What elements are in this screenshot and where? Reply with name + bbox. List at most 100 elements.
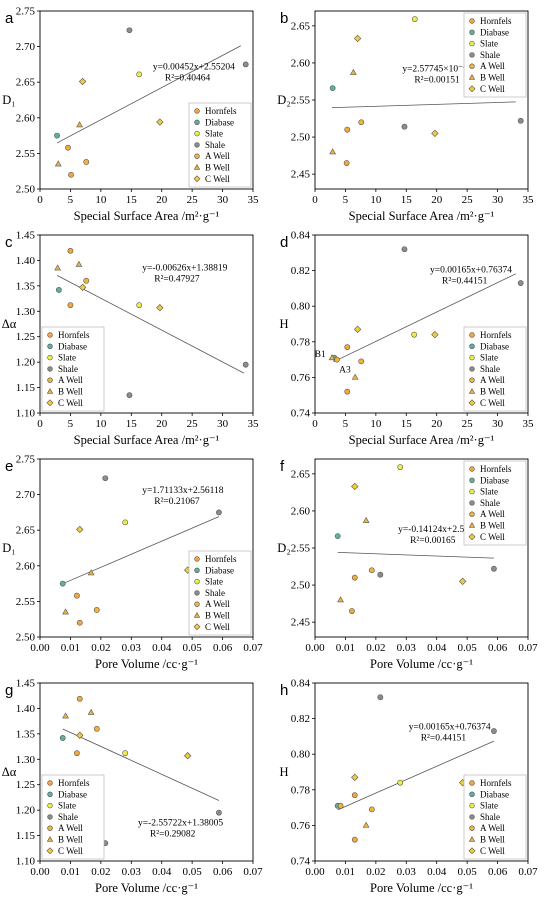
triangle-marker — [75, 260, 83, 267]
fit-line — [56, 274, 245, 374]
fit-equation: y=1.71133x+2.56118 — [142, 486, 224, 496]
x-tick-label: 10 — [95, 194, 107, 206]
x-axis-label: Pore Volume /cc·g⁻¹ — [370, 881, 473, 895]
circle-marker — [343, 160, 350, 166]
triangle-marker — [337, 596, 344, 603]
y-tick-label: 2.60 — [291, 57, 311, 69]
fit-line — [337, 740, 495, 811]
panel-letter: h — [280, 682, 288, 699]
legend-entry-label: Slate — [205, 129, 223, 139]
x-tick-label: 10 — [370, 418, 382, 430]
y-tick-label: 2.50 — [291, 132, 311, 144]
x-tick-label: 0.00 — [305, 642, 325, 654]
circle-marker — [65, 144, 71, 151]
triangle-marker — [87, 708, 95, 715]
y-tick-label: 2.50 — [16, 632, 36, 644]
plot-frame — [39, 10, 254, 190]
circle-marker — [194, 130, 200, 137]
point-annotation: B1 — [315, 350, 326, 360]
diamond-marker — [459, 577, 467, 586]
panel-g: g 0.00 0.01 0.02 0.03 0.04 0.05 0.06 0.07 1.10 1.1… — [2, 678, 263, 896]
x-tick-label: 0.01 — [336, 866, 355, 878]
circle-marker — [469, 825, 475, 831]
triangle-marker — [193, 612, 201, 618]
legend-entry-label: Diabase — [480, 789, 509, 799]
x-axis-label: Special Surface Area /m²·g⁻¹ — [349, 209, 495, 223]
circle-marker — [469, 366, 475, 372]
triangle-marker — [193, 164, 201, 170]
fit-line — [62, 516, 220, 585]
legend-entry-label: Diabase — [480, 475, 509, 485]
circle-marker — [55, 287, 62, 293]
y-tick-label: 0.80 — [291, 749, 311, 761]
circle-marker — [358, 358, 365, 365]
y-tick-label: 1.25 — [16, 331, 36, 343]
y-tick-label: 1.40 — [16, 255, 36, 267]
fit-r2: R²=0.40464 — [165, 74, 211, 84]
legend-entry-label: A Well — [205, 151, 230, 161]
circle-marker — [469, 354, 475, 361]
triangle-marker — [351, 373, 359, 380]
circle-marker — [397, 779, 404, 786]
circle-marker — [47, 332, 53, 338]
y-tick-label: 1.45 — [16, 678, 36, 690]
legend-entry-label: B Well — [480, 521, 505, 531]
diamond-marker — [431, 331, 439, 339]
y-tick-label: 0.78 — [291, 784, 311, 796]
y-tick-label: 1.30 — [16, 754, 36, 766]
legend-entry-label: Slate — [480, 39, 498, 49]
x-axis-label: Special Surface Area /m²·g⁻¹ — [349, 433, 495, 447]
circle-marker — [194, 567, 200, 573]
x-tick-label: 25 — [187, 418, 199, 430]
y-tick-label: 0.80 — [291, 301, 311, 313]
fit-r2: R²=0.00165 — [410, 536, 456, 546]
fit-r2: R²=0.00151 — [414, 76, 460, 86]
diamond-marker — [156, 304, 164, 312]
triangle-marker — [62, 712, 69, 719]
x-tick-label: 0.05 — [183, 866, 203, 878]
x-tick-label: 0.02 — [366, 642, 385, 654]
y-tick-label: 1.15 — [16, 382, 36, 394]
legend-entry-label: Shale — [480, 50, 500, 60]
triangle-marker — [46, 388, 54, 394]
diamond-marker — [468, 399, 476, 407]
circle-marker — [47, 343, 53, 349]
circle-marker — [194, 578, 200, 585]
x-tick-label: 0 — [37, 194, 43, 206]
plot-frame — [39, 682, 254, 862]
x-tick-label: 0.07 — [518, 866, 538, 878]
x-tick-label: 30 — [492, 418, 504, 430]
triangle-marker — [349, 68, 357, 75]
diamond-marker — [76, 525, 84, 534]
x-tick-label: 0.00 — [30, 642, 50, 654]
diamond-marker — [468, 533, 476, 541]
y-tick-label: 2.45 — [291, 169, 311, 181]
legend-entry-label: B Well — [480, 387, 505, 397]
circle-marker — [469, 802, 475, 809]
circle-marker — [469, 814, 475, 820]
diamond-marker — [78, 77, 87, 86]
circle-marker — [351, 836, 358, 843]
circle-marker — [334, 533, 341, 540]
legend-entry-label: B Well — [205, 163, 230, 173]
diamond-marker — [353, 325, 362, 334]
legend-entry-label: C Well — [480, 84, 505, 94]
circle-marker — [194, 119, 200, 126]
fit-equation: y=2.57745×10⁻⁴x+2.53895 — [402, 65, 507, 75]
y-tick-label: 2.65 — [291, 468, 311, 480]
circle-marker — [349, 608, 355, 614]
circle-marker — [469, 29, 475, 35]
y-tick-label: 1.25 — [16, 779, 36, 791]
legend-entry-label: Hornfels — [480, 330, 512, 340]
x-tick-label: 0.06 — [213, 642, 233, 654]
circle-marker — [469, 40, 475, 47]
triangle-marker — [87, 569, 95, 576]
y-tick-label: 2.55 — [291, 543, 311, 555]
x-axis-label: Special Surface Area /m²·g⁻¹ — [74, 209, 220, 223]
legend-entry-label: Slate — [480, 353, 498, 363]
x-tick-label: 0.04 — [152, 642, 172, 654]
circle-marker — [216, 509, 222, 516]
legend-entry-label: Diabase — [480, 27, 509, 37]
